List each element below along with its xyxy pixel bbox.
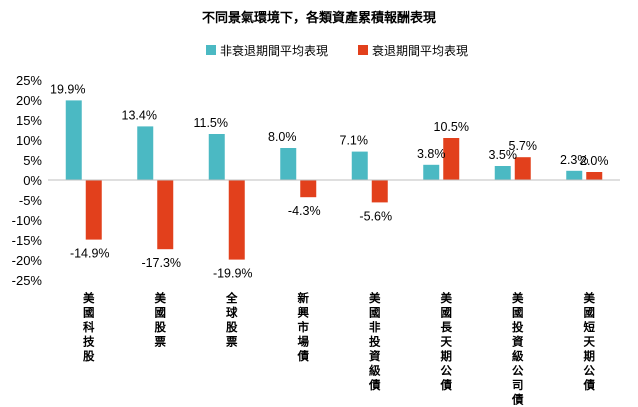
- y-tick-label: 10%: [16, 133, 42, 148]
- data-label: 5.7%: [509, 139, 538, 153]
- data-label: 3.8%: [417, 147, 446, 161]
- bar-non-recession: [65, 100, 82, 180]
- bar-non-recession: [351, 151, 368, 180]
- y-tick-label: 25%: [16, 73, 42, 88]
- category-label: 美國投資級公司債: [511, 291, 524, 407]
- bar-non-recession: [208, 134, 225, 180]
- y-tick-label: -15%: [12, 233, 43, 248]
- category-label: 新興市場債: [297, 291, 310, 363]
- legend-label-non-recession: 非衰退期間平均表現: [220, 43, 328, 58]
- data-label: 19.9%: [50, 82, 85, 96]
- category-labels: 美國科技股 美國股票 全球股票 新興市場債 美國非投資級債 美國長天期公債 美國投資級公司債…: [83, 291, 596, 407]
- y-tick-label: 5%: [23, 153, 42, 168]
- y-tick-label: -20%: [12, 253, 43, 268]
- data-label: 8.0%: [268, 130, 297, 144]
- y-tick-label: -10%: [12, 213, 43, 228]
- bar-non-recession: [566, 170, 583, 180]
- y-tick-label: 20%: [16, 93, 42, 108]
- legend-swatch-non-recession: [206, 45, 216, 55]
- data-label: -5.6%: [359, 209, 392, 223]
- category-label: 全球股票: [225, 291, 238, 349]
- category-label: 美國非投資級債: [368, 291, 381, 392]
- bar-recession: [228, 180, 245, 260]
- bar-recession: [157, 180, 174, 250]
- category-label: 美國股票: [155, 291, 167, 349]
- data-label: -17.3%: [141, 256, 181, 270]
- y-tick-label: -5%: [19, 193, 43, 208]
- legend-label-recession: 衰退期間平均表現: [372, 43, 468, 58]
- data-label: 11.5%: [193, 116, 228, 130]
- bar-recession: [514, 157, 531, 180]
- bar-recession: [586, 172, 603, 180]
- bar-non-recession: [423, 164, 440, 180]
- bar-recession: [443, 138, 460, 180]
- category-label: 美國長天期公債: [440, 291, 453, 392]
- y-axis: 25% 20% 15% 10% 5% 0% -5% -10% -15% -20% -25%: [12, 73, 43, 288]
- data-labels: 19.9% -14.9% 13.4% -17.3% 11.5% -19.9% 8.0% -4.…: [50, 82, 608, 280]
- bar-non-recession: [280, 148, 297, 180]
- data-label: 3.5%: [489, 148, 518, 162]
- category-label: 美國短天期公債: [583, 291, 596, 392]
- y-tick-label: -25%: [12, 273, 43, 288]
- data-label: -14.9%: [70, 247, 110, 261]
- data-label: 2.0%: [580, 154, 609, 168]
- bars: [65, 100, 603, 260]
- bar-non-recession: [137, 126, 154, 180]
- category-label: 美國科技股: [83, 291, 95, 363]
- chart-title: 不同景氣環境下，各類資產累積報酬表現: [202, 10, 436, 26]
- data-label: 2.3%: [560, 153, 589, 167]
- data-label: -19.9%: [213, 267, 253, 281]
- data-label: 7.1%: [340, 134, 369, 148]
- bar-recession: [300, 180, 317, 198]
- y-tick-label: 15%: [16, 113, 42, 128]
- bar-recession: [85, 180, 102, 240]
- bar-non-recession: [494, 166, 511, 180]
- data-label: 10.5%: [434, 120, 469, 134]
- y-tick-label: 0%: [23, 173, 42, 188]
- legend: 非衰退期間平均表現 衰退期間平均表現: [206, 43, 468, 58]
- data-label: -4.3%: [288, 204, 321, 218]
- data-label: 13.4%: [122, 108, 157, 122]
- bar-recession: [371, 180, 388, 203]
- legend-swatch-recession: [358, 45, 368, 55]
